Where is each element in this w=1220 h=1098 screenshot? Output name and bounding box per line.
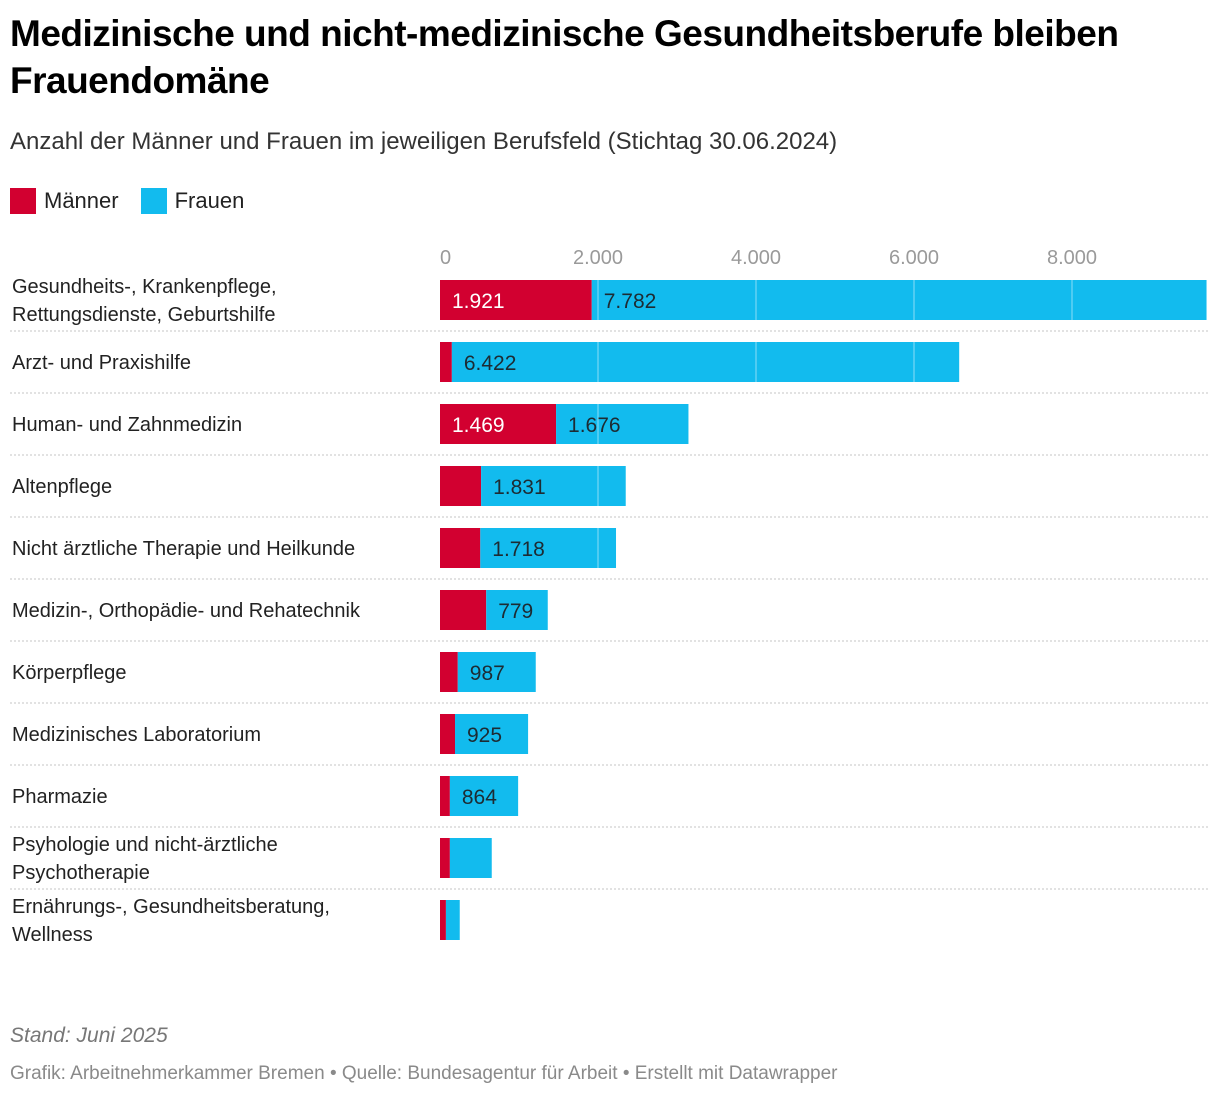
category-label: Human- und Zahnmedizin bbox=[12, 414, 242, 436]
bar-maenner bbox=[440, 714, 456, 754]
legend-item-frauen: Frauen bbox=[140, 188, 245, 214]
category-label: Pharmazie bbox=[12, 786, 108, 808]
bar-maenner bbox=[440, 528, 481, 568]
category-label: Arzt- und Praxishilfe bbox=[12, 352, 191, 374]
value-label-frauen: 864 bbox=[462, 786, 497, 809]
bar-frauen bbox=[451, 342, 960, 382]
legend-label-maenner: Männer bbox=[44, 188, 119, 213]
category-label: Nicht ärztliche Therapie und Heilkunde bbox=[12, 538, 355, 560]
category-label: Körperpflege bbox=[12, 662, 127, 684]
bar-frauen bbox=[455, 714, 529, 754]
value-label-frauen: 987 bbox=[470, 662, 505, 685]
value-label-frauen: 1.676 bbox=[568, 414, 621, 437]
bar-maenner bbox=[440, 280, 592, 320]
bar-maenner bbox=[440, 838, 450, 878]
bar-frauen bbox=[449, 838, 492, 878]
legend-item-maenner: Männer bbox=[10, 188, 119, 214]
value-label-frauen: 7.782 bbox=[604, 290, 657, 313]
bar-maenner bbox=[440, 404, 557, 444]
x-tick-label: 2.000 bbox=[573, 247, 623, 269]
credits: Grafik: Arbeitnehmerkammer Bremen • Quel… bbox=[10, 1063, 838, 1084]
value-label-maenner: 1.469 bbox=[452, 414, 505, 437]
x-tick-label: 6.000 bbox=[889, 247, 939, 269]
x-tick-label: 0 bbox=[440, 247, 451, 269]
value-label-frauen: 6.422 bbox=[464, 352, 517, 375]
bar-frauen bbox=[480, 528, 617, 568]
category-label: Ernährungs-, Gesundheitsberatung, Wellnes… bbox=[12, 896, 330, 946]
legend: Männer Frauen bbox=[10, 188, 266, 214]
bar-frauen bbox=[556, 404, 689, 444]
bar-frauen bbox=[486, 590, 548, 630]
chart-title: Medizinische und nicht-medizinische Gesu… bbox=[10, 13, 1119, 101]
bar-maenner bbox=[440, 466, 482, 506]
bar-maenner bbox=[440, 590, 487, 630]
bar-frauen bbox=[445, 900, 460, 940]
category-label: Gesundheits-, Krankenpflege, Rettungsdien… bbox=[12, 276, 277, 326]
value-label-frauen: 925 bbox=[467, 724, 502, 747]
value-label-frauen: 779 bbox=[498, 600, 533, 623]
category-label: Medizinisches Laboratorium bbox=[12, 724, 261, 746]
category-label: Psyhologie und nicht-ärztliche Psychother… bbox=[12, 834, 278, 884]
legend-label-frauen: Frauen bbox=[174, 188, 245, 213]
bar-frauen bbox=[591, 280, 1207, 320]
bar-frauen bbox=[481, 466, 626, 506]
bar-frauen bbox=[449, 776, 519, 816]
legend-swatch-maenner bbox=[10, 188, 36, 214]
x-tick-label: 8.000 bbox=[1047, 247, 1097, 269]
bar-maenner bbox=[440, 652, 458, 692]
bar-maenner bbox=[440, 900, 446, 940]
stand-note: Stand: Juni 2025 bbox=[10, 1024, 168, 1047]
bar-maenner bbox=[440, 342, 452, 382]
category-label: Medizin-, Orthopädie- und Rehatechnik bbox=[12, 600, 361, 622]
x-tick-label: 4.000 bbox=[731, 247, 781, 269]
bar-frauen bbox=[457, 652, 536, 692]
value-label-frauen: 1.718 bbox=[492, 538, 545, 561]
value-label-frauen: 1.831 bbox=[493, 476, 546, 499]
bar-maenner bbox=[440, 776, 450, 816]
legend-swatch-frauen bbox=[140, 188, 167, 214]
chart-subtitle: Anzahl der Männer und Frauen im jeweilig… bbox=[10, 128, 838, 155]
value-label-maenner: 1.921 bbox=[452, 290, 505, 313]
category-label: Altenpflege bbox=[12, 476, 112, 498]
bar-chart: 0 2.000 4.000 6.000 8.000 Gesundheits-, Krank… bbox=[10, 247, 1210, 946]
